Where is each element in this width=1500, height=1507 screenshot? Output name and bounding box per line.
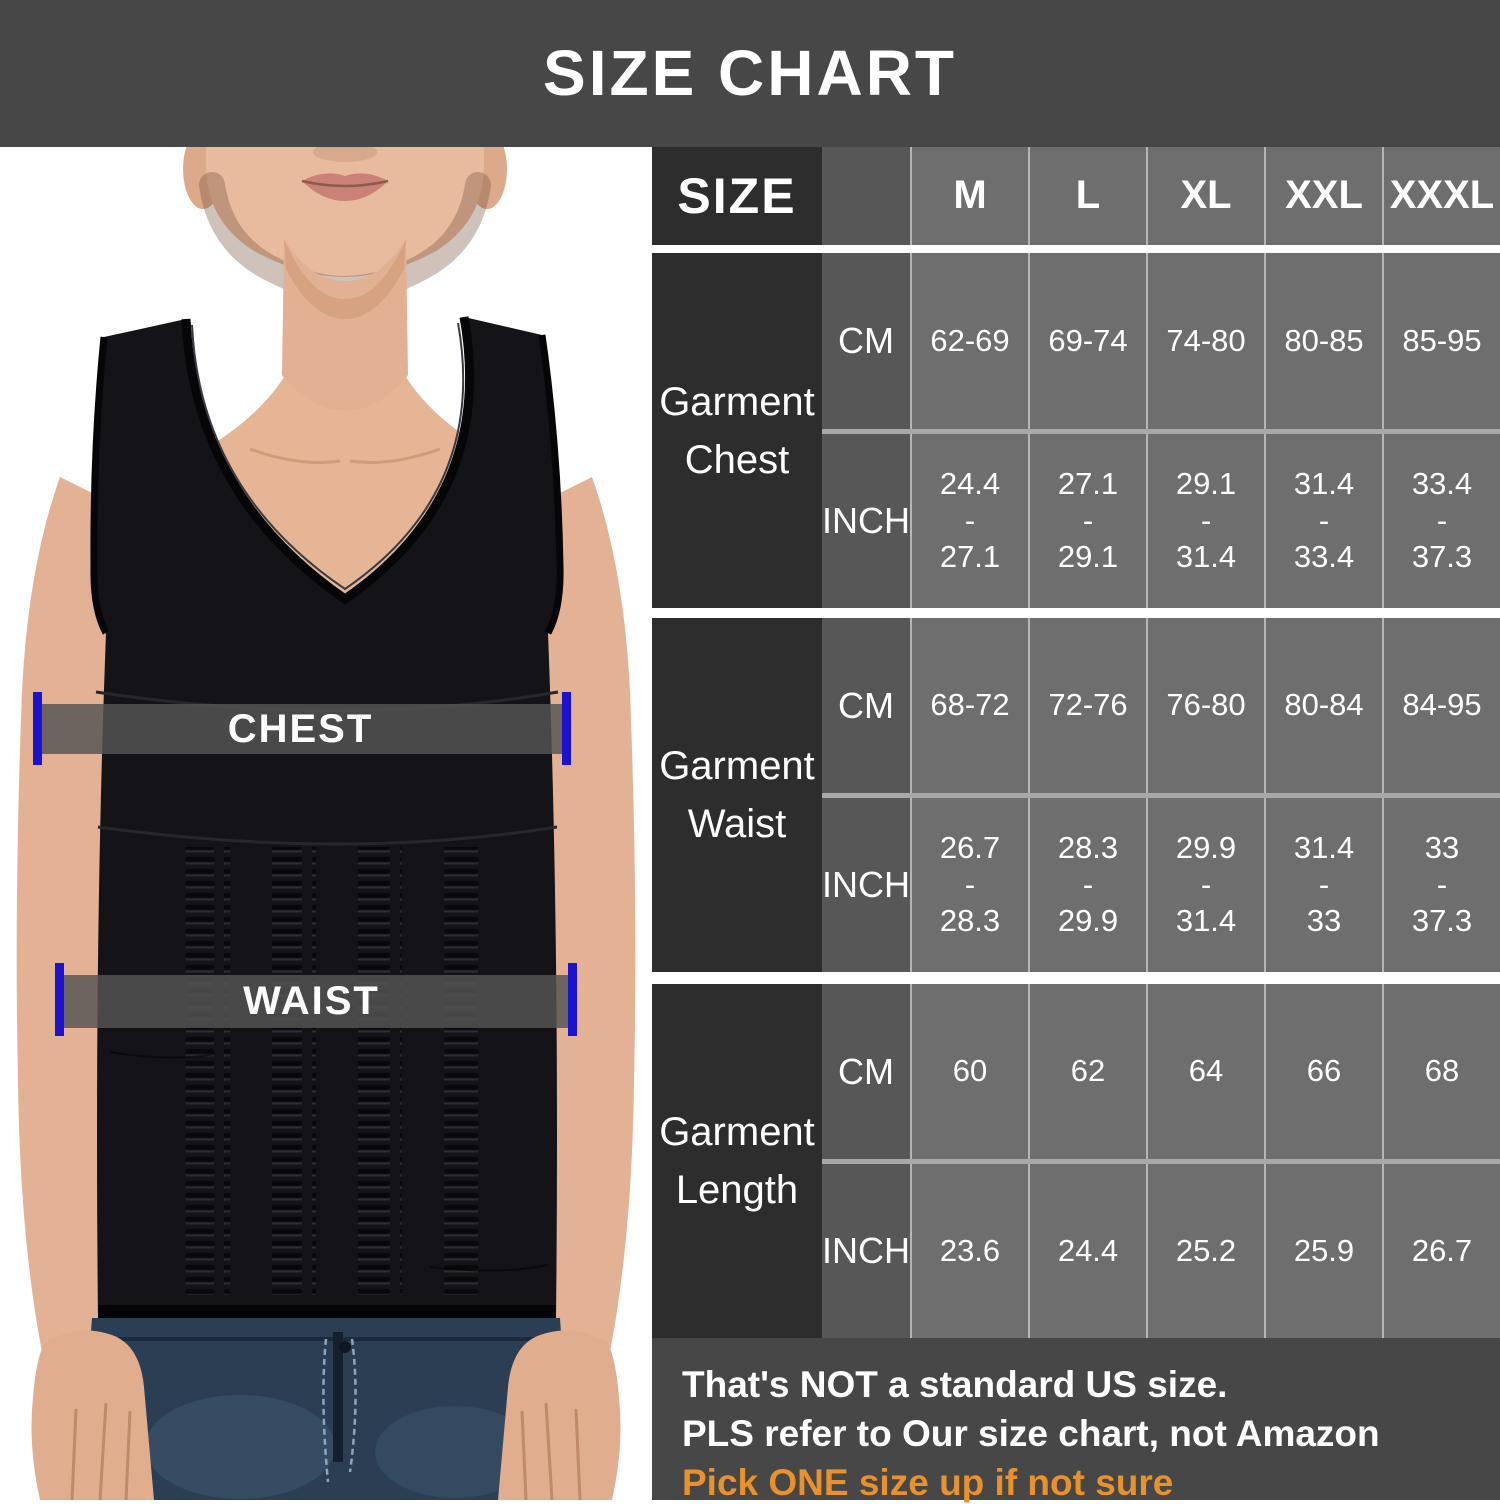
chest-measure-marker-left	[33, 692, 42, 765]
waist-measure-marker-right	[568, 963, 577, 1036]
size-value-cell: 33 - 37.3	[1382, 798, 1500, 972]
size-value-cell: 72-76	[1028, 618, 1146, 793]
size-value-cell: 29.9 - 31.4	[1146, 798, 1264, 972]
page-title: SIZE CHART	[543, 37, 957, 109]
size-value-cell: 69-74	[1028, 253, 1146, 429]
size-value-cell: 74-80	[1146, 253, 1264, 429]
chest-measure-band: CHEST	[33, 704, 568, 754]
unit-label: CM	[822, 984, 910, 1159]
size-column-header-xxxl: XXXL	[1382, 147, 1500, 245]
size-value-cell: 24.4	[1028, 1164, 1146, 1338]
size-value-cell: 31.4 - 33.4	[1264, 434, 1382, 608]
unit-label: CM	[822, 618, 910, 793]
size-value-cell: 62	[1028, 984, 1146, 1159]
size-value-cell: 68	[1382, 984, 1500, 1159]
model-illustration	[0, 129, 652, 1501]
waist-measure-marker-left	[55, 963, 64, 1036]
size-value-cell: 26.7	[1382, 1164, 1500, 1338]
size-value-cell: 33.4 - 37.3	[1382, 434, 1500, 608]
unit-header-cell	[822, 147, 910, 245]
row-separator	[652, 245, 1500, 253]
unit-label: INCH	[822, 1164, 910, 1338]
size-column-header-l: L	[1028, 147, 1146, 245]
note-line-1: That's NOT a standard US size.	[682, 1364, 1228, 1405]
size-value-cell: 23.6	[910, 1164, 1028, 1338]
row-separator	[652, 972, 1500, 984]
row-group-label-length: Garment Length	[652, 984, 822, 1338]
size-column-header-m: M	[910, 147, 1028, 245]
size-value-cell: 31.4 - 33	[1264, 798, 1382, 972]
size-value-cell: 80-84	[1264, 618, 1382, 793]
size-column-header-xxl: XXL	[1264, 147, 1382, 245]
unit-label: INCH	[822, 434, 910, 608]
chest-band-label: CHEST	[227, 706, 374, 751]
size-value-cell: 27.1 - 29.1	[1028, 434, 1146, 608]
sub-row-divider	[822, 1159, 1500, 1164]
row-separator	[652, 608, 1500, 618]
unit-label: CM	[822, 253, 910, 429]
size-table: SIZE M L XL XXL XXXL Garment Chest CM 62…	[652, 147, 1500, 1338]
size-value-cell: 25.2	[1146, 1164, 1264, 1338]
row-group-label-chest: Garment Chest	[652, 253, 822, 608]
sub-row-divider	[822, 429, 1500, 434]
size-value-cell: 85-95	[1382, 253, 1500, 429]
size-value-cell: 60	[910, 984, 1028, 1159]
note-line-3: Pick ONE size up if not sure	[682, 1462, 1174, 1503]
model-photo	[0, 129, 652, 1501]
size-value-cell: 84-95	[1382, 618, 1500, 793]
unit-label: INCH	[822, 798, 910, 972]
size-value-cell: 62-69	[910, 253, 1028, 429]
sub-row-divider	[822, 793, 1500, 798]
title-band: SIZE CHART	[0, 0, 1500, 147]
size-value-cell: 80-85	[1264, 253, 1382, 429]
size-column-header-xl: XL	[1146, 147, 1264, 245]
size-value-cell: 68-72	[910, 618, 1028, 793]
chest-measure-marker-right	[562, 692, 571, 765]
size-value-cell: 26.7 - 28.3	[910, 798, 1028, 972]
size-value-cell: 66	[1264, 984, 1382, 1159]
note-line-2: PLS refer to Our size chart, not Amazon	[682, 1413, 1380, 1454]
size-value-cell: 24.4 - 27.1	[910, 434, 1028, 608]
size-value-cell: 25.9	[1264, 1164, 1382, 1338]
waist-measure-band: WAIST	[55, 975, 568, 1028]
size-value-cell: 76-80	[1146, 618, 1264, 793]
size-value-cell: 29.1 - 31.4	[1146, 434, 1264, 608]
waist-band-label: WAIST	[243, 979, 380, 1023]
size-notes: That's NOT a standard US size. PLS refer…	[652, 1338, 1500, 1503]
size-header-cell: SIZE	[652, 147, 822, 245]
size-value-cell: 64	[1146, 984, 1264, 1159]
size-value-cell: 28.3 - 29.9	[1028, 798, 1146, 972]
row-group-label-waist: Garment Waist	[652, 618, 822, 972]
